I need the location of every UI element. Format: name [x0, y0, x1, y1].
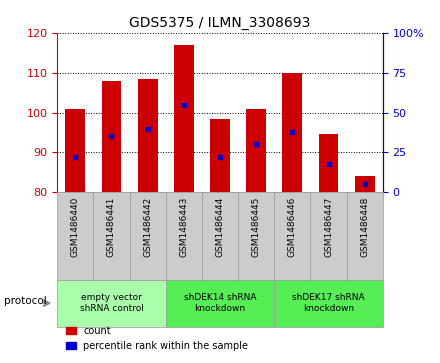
- Bar: [174, 45, 194, 192]
- Text: GSM1486448: GSM1486448: [360, 197, 369, 257]
- Bar: [57, 192, 93, 280]
- Title: GDS5375 / ILMN_3308693: GDS5375 / ILMN_3308693: [129, 16, 311, 30]
- Text: GSM1486440: GSM1486440: [71, 197, 80, 257]
- Text: GSM1486447: GSM1486447: [324, 197, 333, 257]
- Text: shDEK17 shRNA
knockdown: shDEK17 shRNA knockdown: [292, 293, 365, 313]
- Bar: [202, 192, 238, 280]
- Bar: [66, 109, 85, 192]
- Text: GSM1486445: GSM1486445: [252, 197, 260, 257]
- Bar: [355, 176, 375, 192]
- Bar: [93, 192, 129, 280]
- Bar: [246, 109, 266, 192]
- Text: GSM1486442: GSM1486442: [143, 197, 152, 257]
- Bar: [102, 81, 121, 192]
- Text: GSM1486444: GSM1486444: [216, 197, 224, 257]
- Bar: [166, 192, 202, 280]
- Bar: [210, 118, 230, 192]
- Bar: [57, 280, 166, 327]
- Bar: [274, 192, 311, 280]
- Text: protocol: protocol: [4, 296, 47, 306]
- Legend: count, percentile rank within the sample: count, percentile rank within the sample: [62, 322, 252, 355]
- Text: GSM1486441: GSM1486441: [107, 197, 116, 257]
- Bar: [138, 78, 158, 192]
- Text: GSM1486446: GSM1486446: [288, 197, 297, 257]
- Bar: [238, 192, 274, 280]
- Text: shDEK14 shRNA
knockdown: shDEK14 shRNA knockdown: [184, 293, 256, 313]
- Text: empty vector
shRNA control: empty vector shRNA control: [80, 293, 143, 313]
- Bar: [282, 73, 302, 192]
- Bar: [319, 134, 338, 192]
- Bar: [166, 280, 274, 327]
- Bar: [347, 192, 383, 280]
- Bar: [129, 192, 166, 280]
- Bar: [311, 192, 347, 280]
- Text: GSM1486443: GSM1486443: [180, 197, 188, 257]
- Bar: [274, 280, 383, 327]
